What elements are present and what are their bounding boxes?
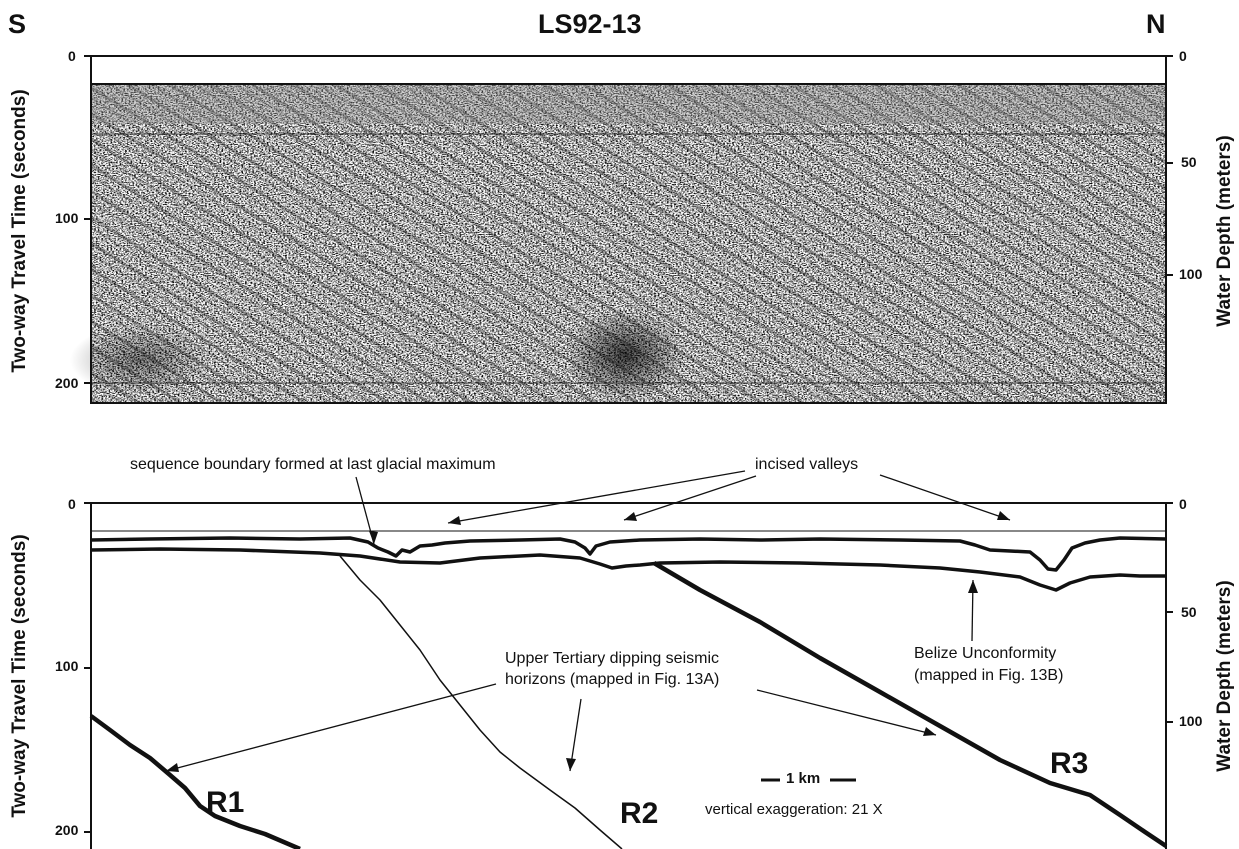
bottom-right-tick: 100 [1179, 713, 1203, 729]
top-right-tick: 100 [1179, 266, 1203, 282]
reflector-r2 [339, 555, 623, 849]
top-left-tick: 0 [68, 48, 76, 64]
bottom-left-tick: 100 [55, 658, 79, 674]
annotation-arrows [165, 470, 1011, 772]
reflector-r1 [89, 714, 301, 849]
direction-north: N [1146, 9, 1166, 39]
reflector-label-r3: R3 [1050, 747, 1089, 780]
upper-tertiary-label-line1: Upper Tertiary dipping seismic [505, 650, 720, 667]
bottom-right-tick: 50 [1181, 604, 1197, 620]
bottom-left-tick: 0 [68, 496, 76, 512]
bottom-right-tick: 0 [1179, 496, 1187, 512]
belize-unconformity-horizon [90, 547, 1166, 592]
belize-unconformity-label-line2: (mapped in Fig. 13B) [914, 667, 1064, 684]
seismic-image-panel [70, 55, 1173, 404]
reflector-label-r2: R2 [620, 797, 659, 830]
sequence-boundary-horizon [90, 536, 1167, 572]
vertical-exaggeration-label: vertical exaggeration: 21 X [705, 801, 883, 818]
interpretation-panel [84, 470, 1173, 849]
top-right-tick: 50 [1181, 154, 1197, 170]
profile-title: LS92-13 [538, 9, 642, 39]
upper-tertiary-label-line2: horizons (mapped in Fig. 13A) [505, 671, 720, 688]
incised-valleys-label: incised valleys [755, 456, 859, 473]
top-left-tick: 100 [55, 210, 79, 226]
direction-south: S [8, 9, 27, 39]
arrowheads [166, 511, 1010, 772]
reflector-r3 [652, 561, 1168, 848]
reflector-label-r1: R1 [206, 786, 245, 819]
belize-unconformity-label-line1: Belize Unconformity [914, 645, 1057, 662]
bottom-left-tick: 200 [55, 822, 79, 838]
scale-bar-label: 1 km [786, 770, 821, 787]
sequence-boundary-label: sequence boundary formed at last glacial… [130, 456, 496, 473]
top-right-tick: 0 [1179, 48, 1187, 64]
top-left-tick: 200 [55, 375, 79, 391]
